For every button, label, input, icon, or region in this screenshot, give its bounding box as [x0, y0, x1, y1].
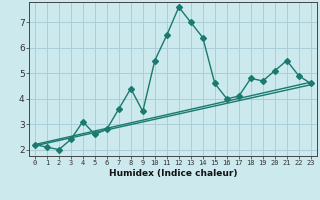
X-axis label: Humidex (Indice chaleur): Humidex (Indice chaleur) — [108, 169, 237, 178]
